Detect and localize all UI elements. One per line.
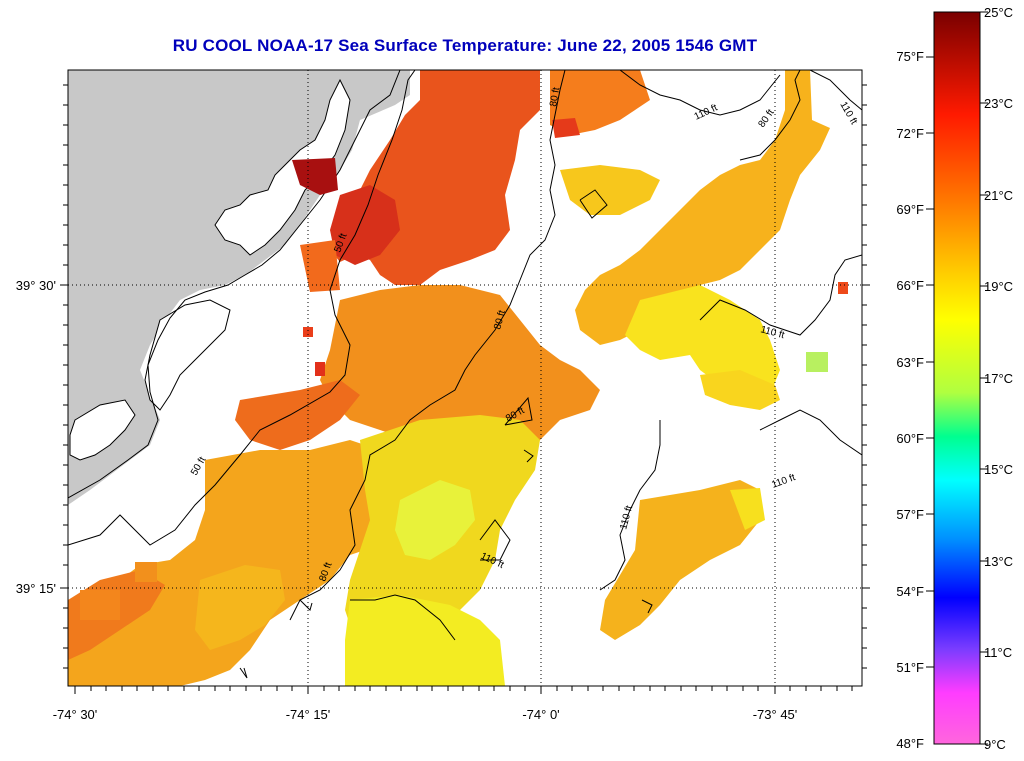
colorbar-label-c: 19°C: [984, 279, 1013, 294]
contour-80ft: [739, 70, 801, 161]
colorbar-label-c: 13°C: [984, 554, 1013, 569]
contour-110ft: [619, 70, 781, 116]
y-tick-label: 39° 15': [16, 581, 56, 596]
x-tick-label: -74° 30': [53, 707, 98, 722]
x-tick-label: -74° 0': [522, 707, 559, 722]
land-mass: [68, 70, 410, 505]
colorbar-label-c: 15°C: [984, 462, 1013, 477]
contour-110ft: [599, 420, 661, 591]
colorbar-label-f: 57°F: [896, 507, 924, 522]
colorbar-label-f: 51°F: [896, 660, 924, 675]
colorbar: 75°F 72°F 69°F 66°F 63°F 60°F 57°F 54°F …: [896, 5, 1013, 752]
tick-marks: [60, 84, 870, 694]
y-tick-label: 39° 30': [16, 278, 56, 293]
map-plot-area: 50 ft 50 ft 80 ft 80 ft 80 ft 80 ft 80 f…: [68, 70, 862, 686]
coastline: [68, 70, 401, 499]
contour-110ft: [759, 409, 862, 456]
contour-label-110ft: 110 ft: [618, 504, 635, 531]
plot-frame: [67, 69, 863, 687]
colorbar-label-c: 11°C: [984, 645, 1012, 660]
contour-shallow-island: [239, 667, 248, 679]
inland-bay: [144, 299, 231, 411]
graticule: [68, 70, 862, 686]
colorbar-label-f: 66°F: [896, 278, 924, 293]
colorbar-label-c: 25°C: [984, 5, 1013, 20]
contour-80ft: [350, 594, 456, 641]
contour-label-110ft: 110 ft: [837, 100, 859, 127]
contour-80ft: [289, 70, 566, 621]
contour-110ft: [479, 519, 511, 561]
colorbar-label-f: 48°F: [896, 736, 924, 751]
contour-80ft: [579, 189, 608, 219]
x-tick-label: -74° 15': [286, 707, 331, 722]
bathymetry-contours: [68, 70, 862, 679]
contour-label-80ft: 80 ft: [756, 107, 776, 129]
colorbar-label-c: 17°C: [984, 371, 1013, 386]
contour-110ft: [699, 254, 862, 336]
contour-80ft: [504, 396, 533, 426]
colorbar-label-c: 9°C: [984, 737, 1006, 752]
x-tick-label: -73° 45': [753, 707, 798, 722]
sst-data: [68, 70, 848, 686]
colorbar-label-f: 75°F: [896, 49, 924, 64]
contour-label-80ft: 80 ft: [548, 86, 562, 107]
colorbar-label-f: 54°F: [896, 584, 924, 599]
colorbar-label-f: 63°F: [896, 355, 924, 370]
contour-shallow-island: [299, 599, 313, 611]
colorbar-label-f: 69°F: [896, 202, 924, 217]
contour-label-110ft: 110 ft: [770, 472, 797, 491]
colorbar-label-c: 23°C: [984, 96, 1013, 111]
inland-bay: [69, 399, 136, 461]
contour-50ft: [68, 70, 416, 546]
colorbar-label-f: 72°F: [896, 126, 924, 141]
contour-shallow-island: [641, 599, 653, 614]
colorbar-gradient: [933, 11, 981, 745]
axis-labels: -74° 30' -74° 15' -74° 0' -73° 45' 39° 3…: [16, 278, 797, 722]
colorbar-label-c: 21°C: [984, 188, 1013, 203]
contour-label-80ft: 80 ft: [492, 309, 508, 331]
map-title: RU COOL NOAA-17 Sea Surface Temperature:…: [172, 36, 758, 55]
contour-shallow-island: [523, 449, 534, 463]
colorbar-label-f: 60°F: [896, 431, 924, 446]
contour-110ft: [809, 70, 862, 111]
contour-label-110ft: 110 ft: [693, 102, 720, 122]
